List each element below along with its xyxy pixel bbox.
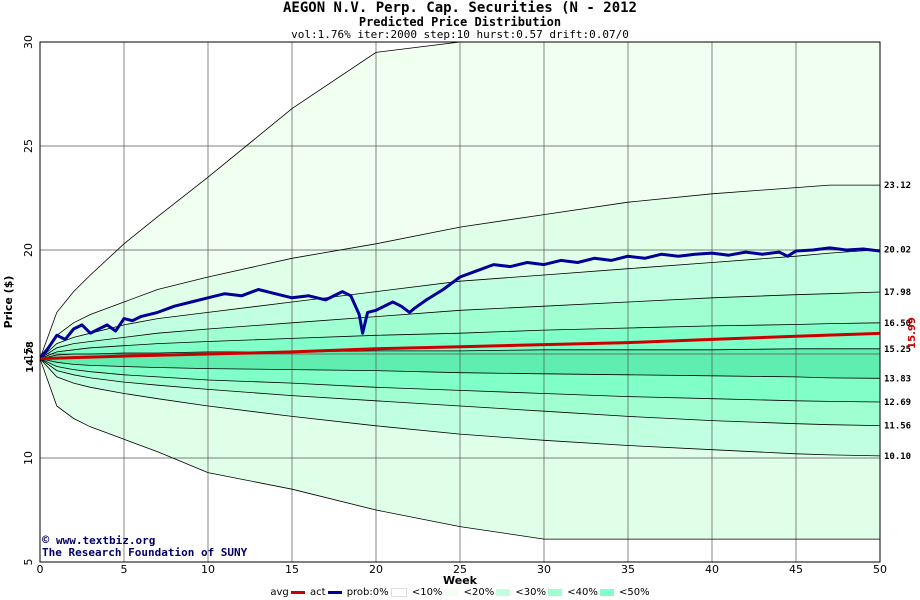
legend-act-swatch	[327, 591, 342, 594]
right-percentile-label: 17.98	[884, 288, 911, 298]
band-line-outer_upper	[40, 42, 880, 359]
y-tick-labels: 5 10 15 20 25 30	[22, 35, 35, 566]
y-tick-label: 30	[22, 35, 35, 49]
plot-border	[39, 41, 881, 563]
chart-title: AEGON N.V. Perp. Cap. Securities (N - 20…	[282, 0, 637, 16]
legend-prob-label: prob:0%	[346, 587, 389, 598]
chart-params: vol:1.76% iter:2000 step:10 hurst:0.57 d…	[291, 28, 629, 41]
x-axis-label: Week	[443, 574, 478, 587]
legend-act-label: act	[309, 587, 326, 598]
y-tick-label: 20	[22, 243, 35, 257]
series-lines	[40, 246, 880, 361]
credit-url: www.textbiz.org	[56, 534, 155, 547]
x-tick-label: 25	[453, 563, 467, 576]
legend-40-swatch	[548, 589, 563, 596]
x-tick-label: 15	[285, 563, 299, 576]
x-tick-label: 20	[369, 563, 383, 576]
legend-30-swatch	[496, 589, 511, 596]
right-percentile-label: 11.56	[884, 422, 911, 432]
start-price-label: 14.78	[25, 341, 36, 373]
right-percentile-label: 13.83	[884, 374, 911, 384]
right-percentile-label: 15.25	[884, 345, 911, 355]
x-tick-label: 5	[121, 563, 128, 576]
x-tick-labels: 0 5 10 15 20 25 30 35 40 45 50	[37, 563, 888, 576]
end-avg-label: 15.99	[907, 317, 918, 349]
legend: avg act prob:0% <10% <20% <30% <40% <50%	[0, 587, 920, 599]
band-line-p_upper_1	[40, 184, 880, 359]
series-line-act	[40, 246, 880, 360]
legend-40-label: <40%	[567, 587, 598, 598]
legend-20-label: <20%	[463, 587, 495, 598]
credit-org: The Research Foundation of SUNY	[42, 546, 248, 559]
x-tick-label: 40	[705, 563, 719, 576]
x-tick-label: 35	[621, 563, 635, 576]
band-line-p_upper_4	[40, 322, 880, 359]
right-percentile-label: 10.10	[884, 452, 911, 462]
y-axis-label: Price ($)	[2, 276, 15, 329]
band-boundaries	[40, 42, 880, 540]
copyright-symbol: ©	[42, 533, 50, 547]
legend-30-label: <30%	[515, 587, 547, 598]
legend-10-swatch	[390, 588, 407, 597]
y-tick-label: 15	[22, 347, 35, 361]
y-tick-label: 25	[22, 139, 35, 153]
right-percentile-labels: 23.12 20.02 17.98 16.50 15.25 13.83 12.69 11.56…	[884, 181, 911, 462]
right-percentile-label: 12.69	[884, 398, 911, 408]
legend-avg-label: avg	[270, 587, 289, 598]
legend-50-label: <50%	[619, 587, 650, 598]
legend-10-label: <10%	[411, 587, 443, 598]
right-percentile-label: 20.02	[884, 246, 911, 256]
x-tick-label: 10	[201, 563, 215, 576]
band-line-p_upper_3	[40, 291, 880, 359]
y-tick-label: 5	[22, 559, 35, 566]
band-line-p_lower_4	[40, 358, 880, 403]
x-tick-label: 30	[537, 563, 551, 576]
right-percentile-label: 16.50	[884, 319, 911, 329]
band-line-p_lower_3	[40, 358, 880, 426]
x-tick-label: 45	[789, 563, 803, 576]
chart-subtitle: Predicted Price Distribution	[358, 15, 562, 29]
band-line-p_lower_2	[40, 358, 880, 457]
credit-block: © www.textbiz.org The Research Foundatio…	[42, 533, 248, 559]
legend-50-swatch	[599, 589, 614, 596]
legend-20-swatch	[444, 589, 459, 596]
band-line-outer_lower	[40, 358, 880, 540]
legend-avg-swatch	[290, 591, 305, 594]
series-line-avg	[40, 331, 880, 361]
band-line-p_lower_5	[40, 358, 880, 379]
x-tick-label: 0	[37, 563, 44, 576]
x-tick-label: 50	[873, 563, 887, 576]
y-tick-label: 10	[22, 451, 35, 465]
right-percentile-label: 23.12	[884, 181, 911, 191]
